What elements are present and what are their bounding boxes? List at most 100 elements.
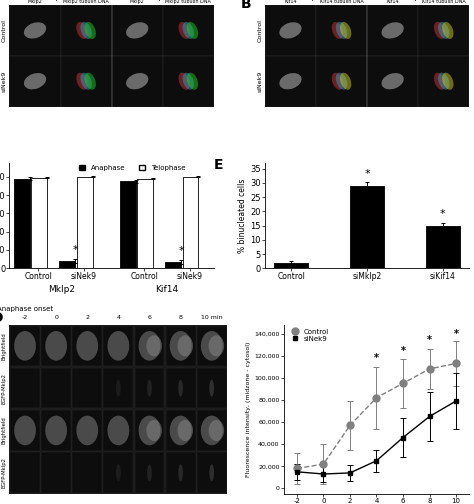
siNek9 xyxy=(294,469,300,475)
Bar xyxy=(14,178,30,268)
Bar xyxy=(137,178,153,268)
Ellipse shape xyxy=(178,380,183,397)
Bar xyxy=(418,5,469,56)
Bar xyxy=(165,262,181,268)
Ellipse shape xyxy=(340,73,351,90)
Text: E: E xyxy=(214,158,223,172)
Bar xyxy=(166,368,196,408)
Bar xyxy=(135,368,164,408)
Line: siNek9: siNek9 xyxy=(294,399,458,476)
Control xyxy=(400,381,406,387)
Circle shape xyxy=(177,420,193,441)
Bar xyxy=(135,410,164,451)
Text: Mklp2: Mklp2 xyxy=(130,0,145,4)
Bar xyxy=(265,56,316,106)
Bar xyxy=(197,368,227,408)
Bar xyxy=(73,326,102,366)
Ellipse shape xyxy=(382,73,404,89)
Ellipse shape xyxy=(81,73,92,90)
Bar xyxy=(10,410,40,451)
Text: *: * xyxy=(365,169,370,178)
Text: Kif14: Kif14 xyxy=(386,0,399,4)
Text: Telophase: Telophase xyxy=(146,0,180,1)
Text: siNek9: siNek9 xyxy=(257,71,263,92)
Text: EGFP-Mklp2: EGFP-Mklp2 xyxy=(2,457,7,488)
Ellipse shape xyxy=(179,22,190,39)
Text: Kif14 tubulin DNA: Kif14 tubulin DNA xyxy=(422,0,465,4)
Ellipse shape xyxy=(382,22,404,39)
Bar xyxy=(316,56,367,106)
Legend: Anaphase, Telophase: Anaphase, Telophase xyxy=(78,164,186,172)
Ellipse shape xyxy=(126,22,148,39)
Bar xyxy=(197,453,227,493)
Bar xyxy=(9,5,61,56)
Ellipse shape xyxy=(434,73,445,90)
Ellipse shape xyxy=(340,22,351,39)
Bar xyxy=(10,326,40,366)
siNek9 xyxy=(320,471,326,477)
Bar xyxy=(41,410,71,451)
Ellipse shape xyxy=(24,22,46,39)
Ellipse shape xyxy=(76,73,88,90)
Text: 0: 0 xyxy=(54,314,58,320)
Ellipse shape xyxy=(332,22,343,39)
Bar xyxy=(31,177,47,268)
Text: D: D xyxy=(0,311,4,325)
Ellipse shape xyxy=(438,73,449,90)
Circle shape xyxy=(201,416,223,445)
Circle shape xyxy=(76,331,98,361)
Bar xyxy=(73,453,102,493)
Bar xyxy=(61,5,112,56)
Bar xyxy=(73,410,102,451)
Bar xyxy=(274,263,308,268)
Ellipse shape xyxy=(336,22,347,39)
Text: Control: Control xyxy=(2,19,7,42)
Bar xyxy=(367,56,418,106)
Text: *: * xyxy=(374,353,379,363)
Text: Anaphase onset: Anaphase onset xyxy=(0,306,53,312)
Text: *: * xyxy=(440,209,446,219)
Bar xyxy=(59,261,75,268)
Bar xyxy=(135,326,164,366)
Bar xyxy=(112,56,163,106)
Bar xyxy=(77,177,92,268)
Circle shape xyxy=(201,331,223,361)
Circle shape xyxy=(45,331,67,361)
Ellipse shape xyxy=(187,73,198,90)
Bar xyxy=(120,181,136,268)
Text: 2: 2 xyxy=(85,314,89,320)
Ellipse shape xyxy=(81,22,92,39)
Text: Anaphase: Anaphase xyxy=(43,0,78,1)
Bar xyxy=(197,326,227,366)
Bar xyxy=(426,226,460,268)
Circle shape xyxy=(138,331,160,361)
Ellipse shape xyxy=(116,464,121,481)
Circle shape xyxy=(177,335,193,356)
Bar xyxy=(166,410,196,451)
Ellipse shape xyxy=(442,73,454,90)
Text: *: * xyxy=(427,335,432,345)
Bar xyxy=(103,368,133,408)
Y-axis label: Fluorescence intensity, (midzone - cytosol): Fluorescence intensity, (midzone - cytos… xyxy=(246,342,251,477)
siNek9 xyxy=(400,434,406,440)
Circle shape xyxy=(209,420,224,441)
Text: EGFP-Mklp2: EGFP-Mklp2 xyxy=(2,372,7,404)
Ellipse shape xyxy=(24,73,46,89)
Text: Brightfield: Brightfield xyxy=(2,417,7,445)
Text: Brightfield: Brightfield xyxy=(2,332,7,360)
Circle shape xyxy=(14,416,36,445)
Line: Control: Control xyxy=(293,360,459,472)
Text: Anaphase: Anaphase xyxy=(299,0,333,1)
Bar xyxy=(135,453,164,493)
Control xyxy=(347,422,353,428)
Circle shape xyxy=(108,416,129,445)
Control xyxy=(294,466,300,472)
Control xyxy=(320,461,326,467)
Ellipse shape xyxy=(126,73,148,89)
Control xyxy=(453,360,459,366)
Bar xyxy=(367,5,418,56)
Ellipse shape xyxy=(178,464,183,481)
Bar xyxy=(166,326,196,366)
Text: Control: Control xyxy=(257,19,263,42)
Circle shape xyxy=(14,331,36,361)
